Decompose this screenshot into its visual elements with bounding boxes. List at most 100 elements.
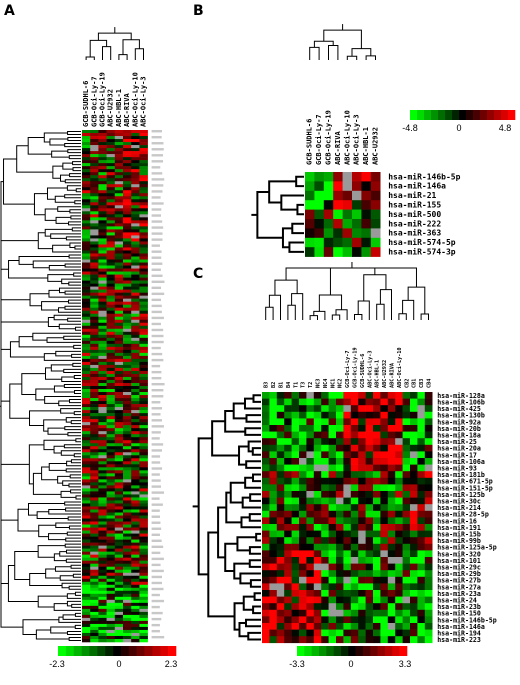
c-heat-cell	[380, 477, 389, 485]
a-heat-cell	[82, 280, 91, 284]
c-heat-cell	[350, 583, 359, 591]
c-heat-cell	[417, 557, 426, 564]
a-heat-cell	[123, 280, 132, 284]
a-heat-cell	[123, 578, 132, 583]
c-heat-cell	[313, 636, 322, 644]
c-heat-cell	[269, 497, 278, 505]
a-heat-cell	[123, 416, 132, 420]
a-heat-cell	[98, 623, 107, 628]
a-heat-cell	[82, 340, 91, 345]
c-heat-cell	[417, 636, 426, 644]
a-rowtree-branch	[0, 519, 19, 606]
a-heat-cell	[90, 560, 99, 564]
a-heat-cell	[114, 232, 124, 236]
a-heat-cell	[123, 545, 132, 549]
c-mirna-label: hsa-miR-20b	[437, 425, 481, 433]
a-scale-swatch	[89, 646, 98, 656]
c-heat-cell	[276, 636, 285, 644]
a-heat-cell	[90, 196, 99, 200]
c-heat-cell	[262, 477, 270, 485]
a-rowtree-branch	[58, 323, 81, 330]
a-rowtree-branch	[38, 524, 56, 538]
c-heat-cell	[321, 563, 329, 571]
a-heat-cell	[114, 223, 124, 227]
a-heat-cell	[90, 443, 99, 447]
a-heat-cell	[82, 476, 91, 480]
a-heat-cell	[131, 205, 140, 209]
a-heat-cell	[90, 587, 99, 592]
c-heat-cell	[424, 398, 433, 406]
a-heat-cell	[82, 392, 91, 396]
a-heat-cell	[114, 181, 124, 185]
a-heat-cell	[90, 379, 99, 384]
c-heat-cell	[358, 497, 366, 505]
a-rowtree-branch	[64, 263, 81, 268]
c-rowtree-branch	[197, 437, 213, 576]
c-heat-cell	[306, 458, 315, 465]
c-heat-cell	[424, 497, 433, 505]
a-heat-cell	[106, 545, 116, 549]
b-heat-cell	[305, 200, 315, 210]
c-heat-cell	[299, 570, 307, 578]
a-heat-cell	[106, 395, 116, 399]
a-rowtree-branch	[14, 550, 39, 581]
c-heat-cell	[343, 543, 352, 551]
a-heat-cell	[139, 623, 148, 628]
c-mirna-label: hsa-miR-16	[437, 517, 477, 525]
a-heat-cell	[82, 395, 91, 399]
a-heat-cell	[123, 169, 132, 173]
a-rowtree-branch	[48, 533, 68, 541]
a-heat-cell	[114, 494, 124, 498]
a-heat-cell	[90, 488, 99, 492]
a-heat-cell	[90, 464, 99, 468]
a-row-label-stub	[151, 268, 161, 271]
a-heat-cell	[131, 280, 140, 284]
a-heat-cell	[82, 584, 91, 589]
a-heat-cell	[114, 605, 124, 610]
c-heat-cell	[350, 398, 359, 406]
c-heat-cell	[313, 530, 322, 538]
a-heat-cell	[123, 223, 132, 227]
c-heat-cell	[321, 596, 329, 604]
a-heat-cell	[82, 542, 91, 546]
c-heat-cell	[410, 484, 418, 492]
c-heat-cell	[313, 458, 322, 465]
c-heat-cell	[262, 524, 270, 531]
c-heat-cell	[313, 563, 322, 571]
a-heat-cell	[82, 578, 91, 583]
a-heat-cell	[131, 157, 140, 161]
c-heat-cell	[269, 471, 278, 479]
a-heat-cell	[139, 193, 148, 197]
panel-c-scale-mid: 0	[348, 659, 353, 669]
a-heat-cell	[98, 563, 107, 568]
a-heat-cell	[82, 473, 91, 477]
a-heat-cell	[98, 145, 107, 149]
c-heat-cell	[306, 623, 315, 630]
a-heat-cell	[139, 352, 148, 357]
a-heat-cell	[114, 157, 124, 161]
c-heat-cell	[343, 629, 352, 637]
a-heat-cell	[114, 151, 124, 155]
a-rowtree-branch	[18, 336, 74, 348]
c-heat-cell	[424, 477, 433, 485]
a-row-label-stub	[151, 563, 161, 567]
a-row-label-stub	[151, 617, 162, 621]
c-scale-swatch	[363, 646, 371, 656]
c-heat-cell	[380, 510, 389, 518]
a-heat-cell	[90, 364, 99, 369]
c-heat-cell	[269, 603, 278, 611]
a-heat-cell	[90, 476, 99, 480]
b-sample-label: ABC-RIVA	[334, 130, 342, 165]
c-sample-label: ABC-U2932	[382, 360, 388, 388]
a-heat-cell	[123, 602, 132, 607]
c-heat-cell	[387, 471, 396, 479]
a-heat-cell	[131, 331, 140, 336]
a-heat-cell	[139, 467, 148, 471]
c-heat-cell	[380, 596, 389, 604]
c-heat-cell	[328, 616, 337, 624]
a-row-label-stub	[151, 581, 162, 585]
c-sample-label: B4	[286, 382, 292, 388]
a-heat-cell	[114, 361, 124, 366]
panel-b: GCB-SUDHL-6 GCB-Oci-Ly-7 GCB-Oci-Ly-19 ABC-…	[251, 24, 516, 257]
c-mirna-label: hsa-miR-425	[437, 405, 481, 413]
